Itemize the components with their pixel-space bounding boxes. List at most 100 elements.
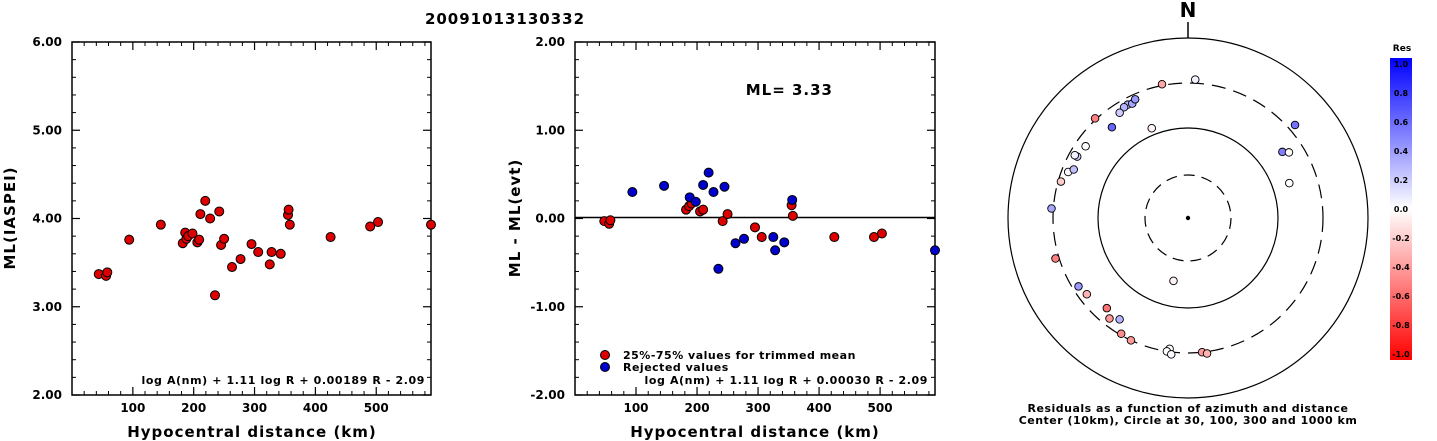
- x-tick-label: 200: [181, 401, 206, 415]
- station-residual-point: [1157, 80, 1167, 89]
- station-residual-point: [1090, 114, 1100, 123]
- ring-1000km: [1007, 37, 1369, 399]
- data-point: [227, 262, 238, 273]
- station-residual-point: [1070, 150, 1080, 160]
- colorbar: Res 1.0 0.8 0.6 0.4 0.2 0.0 -0.2 -0.4 -0.6 -0.8 -1…: [1390, 44, 1412, 360]
- station-residual-point: [1169, 276, 1178, 286]
- rejected-point: [690, 196, 701, 207]
- colorbar-tick-label: 0.2: [1394, 176, 1408, 185]
- x-tick-label: 500: [364, 401, 389, 415]
- x-tick-label: 400: [303, 401, 328, 415]
- station-residual-point: [1285, 178, 1294, 188]
- data-point: [426, 219, 436, 230]
- rejected-point: [730, 238, 741, 249]
- panel-residuals-vs-distance: 100 200 300 400 500 -2.00 -1.00 0.00 1.00 2.00 ML…: [506, 35, 940, 441]
- data-point: [214, 206, 225, 217]
- rejected-point: [698, 179, 709, 190]
- legend-marker-rejected: [600, 362, 610, 372]
- rejected-point: [770, 245, 781, 256]
- trimmed-point: [876, 228, 887, 239]
- center-point: [1185, 215, 1191, 221]
- station-residual-point: [1202, 349, 1212, 358]
- data-point: [246, 239, 257, 250]
- trimmed-point: [605, 215, 616, 226]
- legend-label-trimmed: 25%-75% values for trimmed mean: [623, 349, 856, 362]
- data-point: [209, 290, 220, 301]
- trimmed-point: [750, 222, 760, 233]
- y-tick-label: 4.00: [32, 212, 62, 226]
- chart-title: 20091013130332: [425, 10, 585, 28]
- data-point: [264, 259, 275, 270]
- station-residual-point: [1082, 290, 1092, 299]
- station-residual-point: [1102, 303, 1112, 313]
- data-point: [266, 247, 277, 258]
- data-point: [205, 213, 216, 224]
- legend-label-rejected: Rejected values: [623, 361, 729, 374]
- data-point: [155, 219, 166, 230]
- colorbar-tick-label: -0.8: [1392, 321, 1410, 330]
- colorbar-tick-label: 0.8: [1394, 89, 1409, 98]
- x-tick-label: 400: [807, 401, 832, 415]
- data-point: [284, 219, 295, 230]
- data-point: [194, 234, 205, 245]
- station-residual-point: [1056, 177, 1066, 186]
- data-point: [325, 232, 336, 243]
- station-residual-point: [1284, 148, 1294, 157]
- data-point: [235, 254, 246, 265]
- station-residual-point: [1107, 123, 1117, 132]
- station-residual-point: [1074, 282, 1083, 291]
- trimmed-point: [756, 232, 767, 243]
- station-residual-point: [1047, 204, 1056, 213]
- north-label: N: [1180, 0, 1197, 22]
- rejected-point: [779, 237, 790, 248]
- colorbar-tick-label: 0.4: [1394, 147, 1409, 156]
- x-tick-label: 300: [242, 401, 267, 415]
- station-residual-point: [1130, 95, 1140, 104]
- rejected-point: [659, 180, 670, 191]
- data-point: [373, 217, 384, 228]
- data-point: [187, 228, 198, 239]
- y-tick-label: -2.00: [530, 388, 565, 402]
- formula-1: log A(nm) + 1.11 log R + 0.00189 R - 2.0…: [142, 374, 425, 387]
- rejected-point: [713, 263, 724, 274]
- legend-marker-trimmed: [600, 350, 610, 360]
- station-residual-point: [1116, 329, 1126, 338]
- formula-2: log A(nm) + 1.11 log R + 0.00030 R - 2.0…: [645, 374, 928, 387]
- data-point: [275, 248, 286, 259]
- station-residual-point: [1167, 350, 1176, 359]
- station-residual-point: [1069, 165, 1079, 174]
- panel-azimuth-plot: N Residuals as a function of azimuth and…: [1007, 0, 1369, 427]
- station-residual-point: [1115, 315, 1124, 324]
- caption-line-1: Residuals as a function of azimuth and d…: [1028, 402, 1349, 415]
- y-tick-label: 0.00: [535, 212, 565, 226]
- y-axis-label-2: ML - ML(evt): [506, 159, 524, 277]
- x-tick-label: 500: [868, 401, 893, 415]
- rejected-point: [768, 232, 779, 243]
- station-residual-point: [1105, 314, 1114, 323]
- rejected-point: [739, 233, 750, 244]
- data-point: [253, 247, 264, 258]
- y-axis-label-1: ML(IASPEI): [1, 166, 19, 269]
- trimmed-point: [722, 209, 733, 220]
- station-residual-point: [1290, 120, 1300, 130]
- data-point: [124, 234, 135, 245]
- x-tick-label: 200: [685, 401, 710, 415]
- data-point: [283, 204, 294, 215]
- rejected-point: [627, 187, 638, 198]
- rejected-point: [703, 167, 714, 178]
- rejected-point: [719, 181, 730, 192]
- station-residual-point: [1191, 75, 1200, 84]
- y-tick-label: 5.00: [32, 123, 62, 137]
- station-residual-point: [1081, 142, 1090, 151]
- data-point: [365, 221, 376, 232]
- station-residual-point: [1126, 336, 1136, 345]
- station-residual-point: [1147, 124, 1156, 133]
- y-tick-label: 1.00: [535, 123, 565, 137]
- trimmed-point: [717, 216, 728, 227]
- colorbar-title: Res: [1393, 44, 1411, 54]
- ring-100km: [1097, 127, 1279, 309]
- ml-annotation: ML= 3.33: [746, 81, 833, 99]
- station-residual-point: [1115, 108, 1124, 117]
- station-residual-point: [1119, 103, 1129, 112]
